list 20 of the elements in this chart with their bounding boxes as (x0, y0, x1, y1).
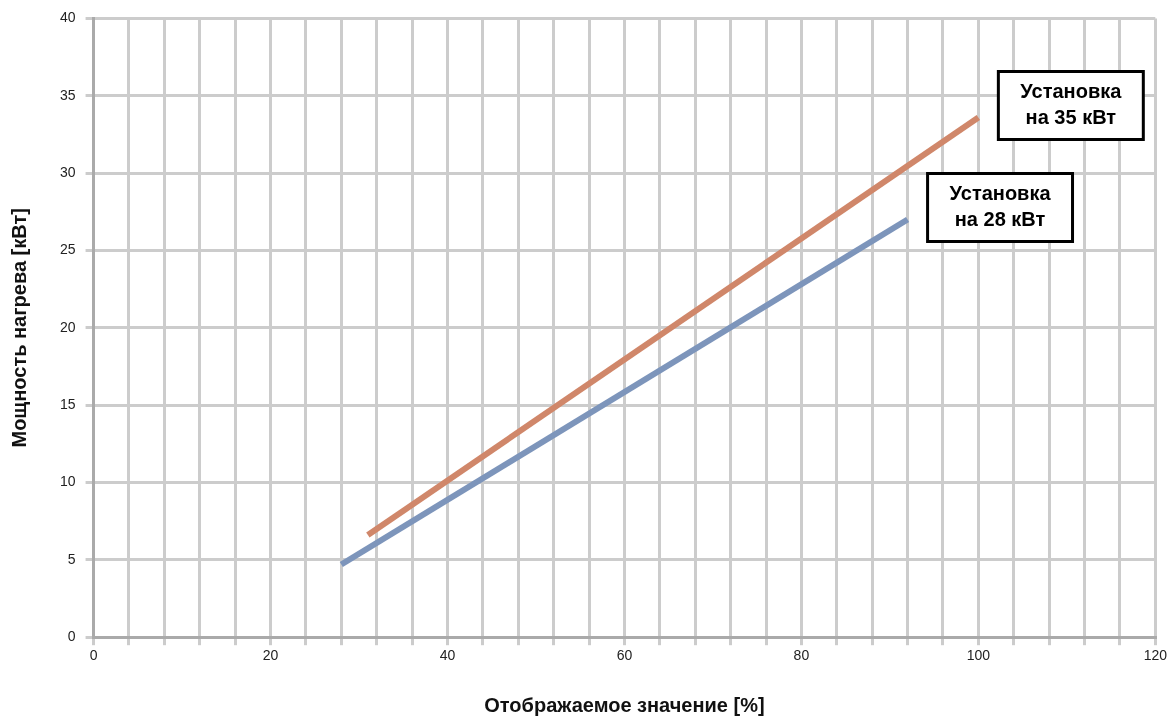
x-tick-label: 100 (966, 647, 991, 664)
x-tick-label: 60 (616, 647, 633, 664)
x-axis-title: Отображаемое значение [%] (484, 693, 765, 716)
y-tick-label: 15 (59, 396, 76, 413)
y-tick-label: 0 (67, 628, 76, 645)
y-tick-label: 30 (59, 163, 76, 180)
annotation: Установка на 28 кВт (949, 182, 1052, 231)
x-tick-label: 40 (439, 647, 456, 664)
y-tick-label: 35 (59, 86, 76, 103)
y-tick-label: 40 (59, 9, 76, 26)
x-tick-label: 80 (793, 647, 810, 664)
y-tick-label: 10 (59, 473, 76, 490)
x-tick-label: 0 (89, 647, 98, 664)
x-tick-label: 20 (262, 647, 279, 664)
y-axis-title: Мощность нагрева [кВт] (7, 208, 30, 448)
y-tick-label: 25 (59, 241, 76, 258)
x-tick-label: 120 (1143, 647, 1168, 664)
y-tick-label: 20 (59, 318, 76, 335)
y-tick-label: 5 (67, 550, 76, 567)
annotation: Установка на 35 кВт (1020, 79, 1123, 128)
